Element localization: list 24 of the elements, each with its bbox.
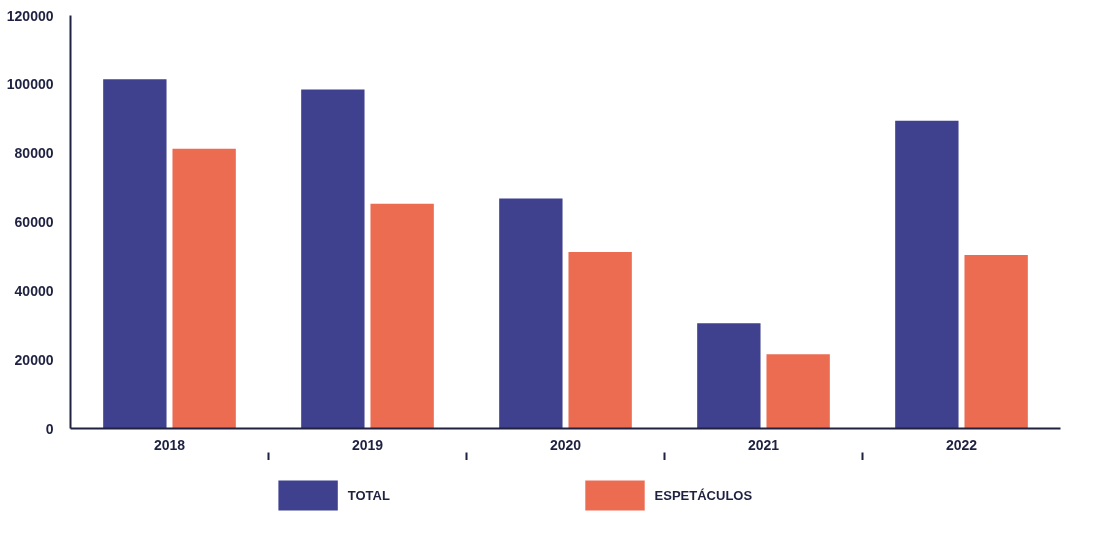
bar (301, 89, 365, 429)
x-tick-label: 2019 (351, 436, 384, 453)
legend-label: ESPETÁCULOS (654, 488, 753, 503)
y-tick-label: 120000 (6, 7, 54, 24)
bar (964, 255, 1028, 429)
legend-label: TOTAL (347, 488, 390, 503)
bar (370, 203, 434, 429)
y-tick-label: 0 (45, 420, 54, 437)
bar (895, 120, 959, 429)
y-tick-label: 100000 (6, 76, 54, 93)
bar (568, 251, 632, 429)
bar (103, 79, 167, 429)
x-tick-label: 2020 (549, 436, 582, 453)
y-tick-label: 40000 (14, 282, 54, 299)
bar (172, 148, 236, 429)
x-tick-label: 2018 (153, 436, 186, 453)
x-tick-label: 2022 (945, 436, 978, 453)
y-tick-label: 60000 (14, 214, 54, 230)
x-tick-label: 2021 (747, 436, 780, 453)
bar (499, 198, 563, 429)
y-tick-label: 20000 (14, 351, 54, 368)
y-tick-label: 80000 (14, 145, 54, 162)
bar (697, 323, 761, 429)
bar (766, 354, 830, 429)
